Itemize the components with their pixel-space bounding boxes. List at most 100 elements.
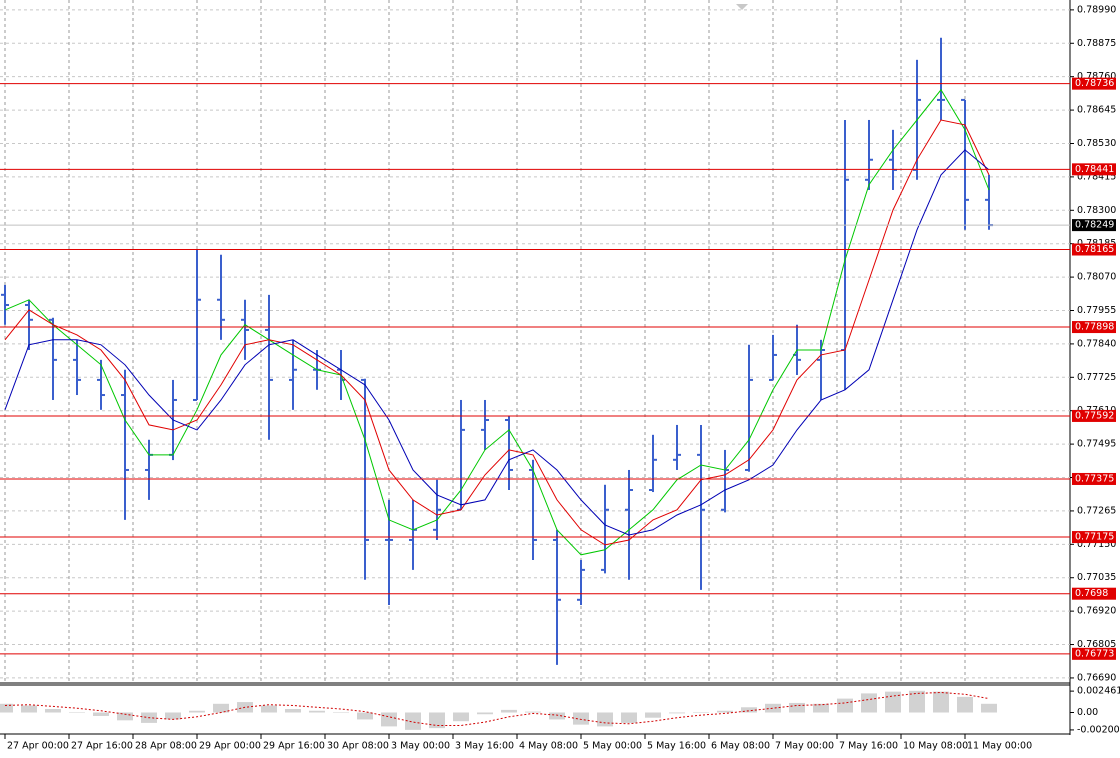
- y-tick-label: 0.78875: [1077, 38, 1116, 49]
- shift-marker: [736, 4, 748, 10]
- y-tick-label: 0.76805: [1077, 639, 1116, 650]
- oscillator-bar: [909, 690, 925, 713]
- oscillator-bar: [981, 703, 997, 713]
- level-label: 0.77592: [1075, 410, 1114, 421]
- x-tick-label: 11 May 00:00: [967, 741, 1032, 752]
- oscillator-bar: [885, 691, 901, 713]
- oscillator-bar: [477, 712, 493, 715]
- oscillator-bar: [741, 707, 757, 713]
- level-label: 0.77898: [1075, 322, 1114, 333]
- y-tick-label: 0.78070: [1077, 272, 1116, 283]
- oscillator-bar: [309, 710, 325, 713]
- y-tick-label: 0.78415: [1077, 171, 1116, 182]
- oscillator-bar: [549, 712, 565, 720]
- oscillator-bar: [261, 705, 277, 713]
- x-tick-label: 10 May 08:00: [903, 741, 968, 752]
- x-tick-label: 29 Apr 16:00: [263, 741, 325, 752]
- y-tick-label: 0.77035: [1077, 572, 1116, 583]
- oscillator-bar: [669, 712, 685, 714]
- oscillator-bar: [69, 712, 85, 713]
- level-box: [1072, 587, 1116, 600]
- oscillator-bar: [573, 712, 589, 725]
- y-tick-label: 0.76690: [1077, 672, 1116, 683]
- y-tick-label: 0.77265: [1077, 505, 1116, 516]
- oscillator-bar: [45, 709, 61, 713]
- x-tick-label: 29 Apr 00:00: [199, 741, 261, 752]
- y-tick-label: 0.78530: [1077, 138, 1116, 149]
- x-tick-label: 28 Apr 08:00: [135, 741, 197, 752]
- level-label: 0.76773: [1075, 648, 1114, 659]
- oscillator-bar: [957, 696, 973, 713]
- oscillator-bar: [621, 712, 637, 723]
- y-tick-label: -0.002005: [1077, 724, 1120, 735]
- level-box: [1072, 163, 1116, 176]
- oscillator-bar: [453, 712, 469, 722]
- oscillator-bar: [381, 712, 397, 727]
- level-box: [1072, 409, 1116, 422]
- level-label: 0.78165: [1075, 244, 1114, 255]
- oscillator-bar: [717, 710, 733, 713]
- oscillator-bar: [933, 691, 949, 713]
- level-box: [1072, 472, 1116, 485]
- last-price-label: 0.78249: [1075, 220, 1114, 231]
- x-tick-label: 30 Apr 08:00: [327, 741, 389, 752]
- y-tick-label: 0.77495: [1077, 439, 1116, 450]
- x-tick-label: 27 Apr 00:00: [7, 741, 69, 752]
- x-tick-label: 5 May 00:00: [583, 741, 642, 752]
- y-tick-label: 0.77725: [1077, 372, 1116, 383]
- oscillator-bar: [693, 712, 709, 713]
- oscillator-bar: [189, 710, 205, 713]
- oscillator-bar: [525, 711, 541, 713]
- level-label: 0.78441: [1075, 164, 1114, 175]
- moving-average: [4, 88, 990, 556]
- x-tick-label: 7 May 16:00: [839, 741, 898, 752]
- oscillator-bar: [213, 703, 229, 713]
- level-box: [1072, 321, 1116, 334]
- level-box: [1072, 531, 1116, 544]
- y-tick-label: 0.00: [1077, 707, 1098, 718]
- level-box: [1072, 243, 1116, 256]
- x-tick-label: 6 May 08:00: [711, 741, 770, 752]
- x-tick-label: 4 May 08:00: [519, 741, 578, 752]
- moving-average: [4, 119, 990, 546]
- y-tick-label: 0.78645: [1077, 105, 1116, 116]
- y-tick-label: 0.78760: [1077, 71, 1116, 82]
- oscillator-bar: [813, 703, 829, 713]
- level-label: 0.77175: [1075, 532, 1114, 543]
- oscillator-bar: [165, 712, 181, 720]
- y-tick-label: 0.78300: [1077, 205, 1116, 216]
- level-label: 0.7698: [1075, 588, 1108, 599]
- oscillator-bar: [765, 703, 781, 713]
- oscillator-bar: [789, 702, 805, 713]
- oscillator-bar: [285, 709, 301, 713]
- oscillator-bar: [21, 705, 37, 713]
- oscillator-bar: [333, 712, 349, 713]
- y-tick-label: 0.77955: [1077, 305, 1116, 316]
- oscillator-bar: [429, 712, 445, 729]
- oscillator-bar: [597, 712, 613, 727]
- x-tick-label: 7 May 00:00: [775, 741, 834, 752]
- level-label: 0.78736: [1075, 78, 1114, 89]
- x-tick-label: 3 May 00:00: [391, 741, 450, 752]
- y-tick-label: 0.78990: [1077, 4, 1116, 15]
- oscillator-bar: [93, 712, 109, 716]
- oscillator-bar: [357, 712, 373, 720]
- level-label: 0.77375: [1075, 473, 1114, 484]
- x-tick-label: 27 Apr 16:00: [71, 741, 133, 752]
- oscillator-bar: [837, 698, 853, 713]
- x-tick-label: 3 May 16:00: [455, 741, 514, 752]
- y-tick-label: 0.002461: [1077, 686, 1120, 697]
- signal-line: [4, 691, 990, 726]
- y-tick-label: 0.77840: [1077, 338, 1116, 349]
- oscillator-bar: [117, 712, 133, 721]
- oscillator-bar: [861, 693, 877, 713]
- level-box: [1072, 647, 1116, 660]
- oscillator-bar: [501, 709, 517, 713]
- y-tick-label: 0.76920: [1077, 606, 1116, 617]
- last-price-box: [1072, 219, 1116, 232]
- oscillator-bar: [645, 712, 661, 718]
- x-tick-label: 5 May 16:00: [647, 741, 706, 752]
- oscillator-bar: [0, 703, 13, 713]
